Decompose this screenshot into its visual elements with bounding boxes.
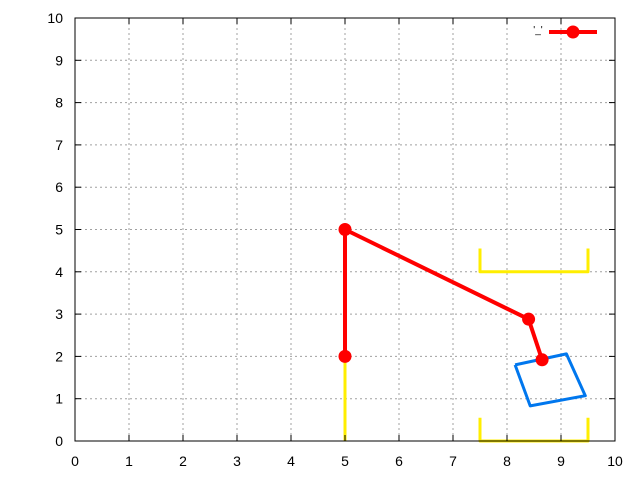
- x-tick-label: 4: [287, 453, 295, 469]
- y-tick-label: 10: [47, 10, 63, 26]
- x-tick-label: 7: [449, 453, 457, 469]
- y-tick-label: 0: [55, 433, 63, 449]
- legend: '_': [533, 25, 597, 39]
- x-tick-label: 5: [341, 453, 349, 469]
- legend-marker-sample: [566, 25, 580, 39]
- y-tick-label: 1: [55, 391, 63, 407]
- x-tick-label: 0: [71, 453, 79, 469]
- x-tick-label: 1: [125, 453, 133, 469]
- x-tick-label: 2: [179, 453, 187, 469]
- x-tick-label: 10: [607, 453, 623, 469]
- series-2-line: [478, 248, 590, 274]
- y-tick-label: 5: [55, 222, 63, 238]
- x-tick-label: 9: [557, 453, 565, 469]
- x-tick-label: 6: [395, 453, 403, 469]
- y-tick-label: 9: [55, 52, 63, 68]
- y-tick-label: 8: [55, 95, 63, 111]
- y-tick-label: 3: [55, 306, 63, 322]
- series-0-line: [343, 227, 544, 361]
- marker-layer: [338, 223, 549, 367]
- y-tick-label: 4: [55, 264, 63, 280]
- series-0-point-1: [338, 223, 352, 236]
- x-tick-label: 3: [233, 453, 241, 469]
- series-0-point-3: [535, 353, 549, 367]
- tick-layer: 0 1 2 3 4 5 6 7 8 9 10 0 1 2 3 4 5 6 7 8 9 10: [47, 10, 623, 469]
- series-0-point-0: [338, 349, 352, 363]
- grid: [75, 18, 615, 441]
- legend-label: '_': [533, 25, 542, 36]
- x-tick-label: 8: [503, 453, 511, 469]
- y-tick-label: 2: [55, 348, 63, 364]
- y-tick-label: 6: [55, 179, 63, 195]
- series-layer: [343, 227, 590, 443]
- series-4-line: [513, 352, 587, 408]
- series-0-point-2: [522, 312, 536, 326]
- series-3-line: [478, 417, 590, 443]
- y-tick-label: 7: [55, 137, 63, 153]
